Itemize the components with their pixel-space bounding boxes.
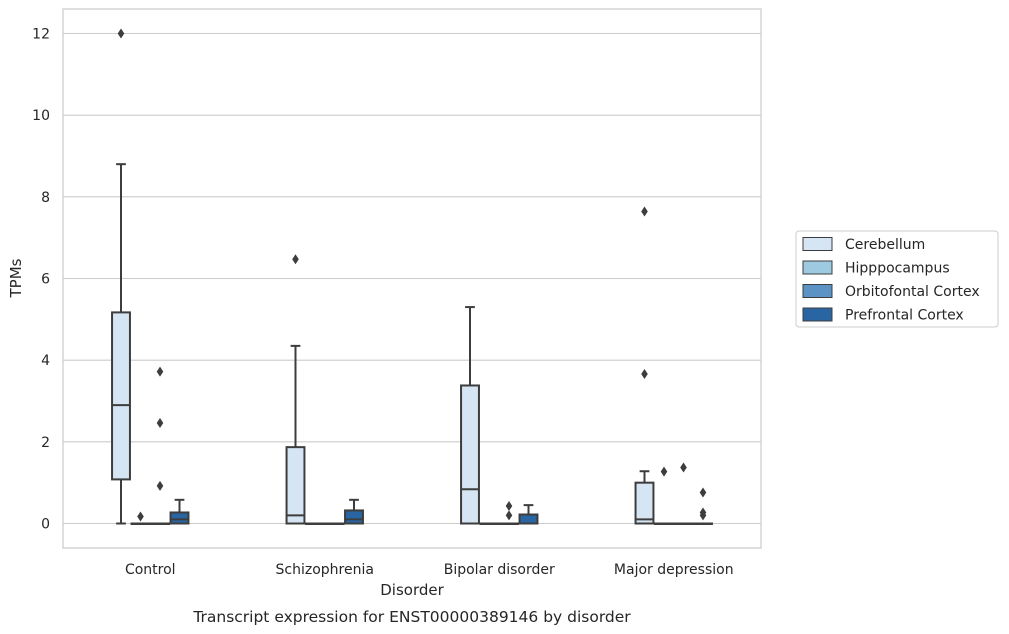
box — [169, 498, 190, 525]
box — [479, 522, 500, 525]
legend-entry: Hipppocampus — [845, 261, 950, 277]
box — [150, 366, 170, 525]
outlier-point — [641, 206, 648, 217]
legend-entry: Orbitofontal Cortex — [845, 284, 980, 300]
legend-swatch — [802, 284, 833, 298]
box-body — [460, 384, 480, 525]
box-body — [285, 446, 306, 525]
outlier-point — [699, 487, 707, 498]
y-tick-label: 0 — [41, 517, 50, 533]
legend-swatch — [802, 260, 833, 275]
x-tick-labels: Control Schizophrenia Bipolar disorder Majo… — [125, 562, 734, 578]
outlier-point — [680, 462, 687, 473]
box — [673, 462, 694, 525]
y-tick-label: 8 — [41, 190, 50, 206]
outlier-point — [641, 369, 648, 380]
box-series — [111, 28, 713, 525]
y-tick-label: 6 — [41, 272, 50, 288]
outlier-point — [156, 418, 164, 429]
y-tick-label: 4 — [41, 353, 50, 369]
box — [634, 206, 655, 525]
box — [285, 254, 306, 525]
box — [344, 498, 364, 525]
x-tick-label: Major depression — [614, 562, 734, 578]
chart-caption: Transcript expression for ENST0000038914… — [192, 608, 631, 626]
outlier-point — [292, 254, 299, 265]
y-tick-label: 2 — [41, 435, 50, 451]
box — [324, 522, 345, 525]
y-grid — [63, 32, 761, 525]
box — [654, 466, 674, 525]
legend-swatch — [802, 307, 833, 322]
box — [111, 28, 131, 525]
box-body — [344, 509, 364, 525]
legend-entry: Cerebellum — [845, 237, 925, 253]
legend: Cerebellum Hipppocampus Orbitofontal Corte… — [795, 230, 999, 328]
box — [518, 504, 539, 525]
legend-entry: Prefrontal Cortex — [845, 308, 964, 324]
x-axis-label: Disorder — [380, 581, 444, 599]
outlier-point — [137, 511, 144, 522]
x-tick-label: Schizophrenia — [276, 562, 374, 578]
outlier-point — [505, 510, 513, 521]
outlier-point — [660, 466, 668, 477]
outlier-point — [117, 28, 125, 39]
y-tick-label: 12 — [32, 27, 50, 43]
x-tick-label: Control — [125, 562, 176, 578]
y-tick-labels: 0 2 4 6 8 10 12 — [32, 27, 50, 533]
x-tick-label: Bipolar disorder — [444, 562, 555, 578]
y-axis-label: TPMs — [7, 258, 25, 298]
box — [499, 500, 519, 525]
box — [460, 306, 480, 525]
box-body — [634, 481, 655, 525]
outlier-point — [156, 480, 164, 491]
legend-swatch — [802, 237, 833, 251]
legend-frame — [795, 230, 999, 328]
box-body — [111, 311, 131, 481]
box-body — [518, 513, 539, 525]
box-body — [169, 511, 190, 525]
box — [305, 522, 325, 525]
outlier-point — [699, 507, 707, 518]
outlier-point — [505, 500, 513, 511]
box — [693, 487, 713, 525]
y-tick-label: 10 — [32, 108, 50, 124]
plot-area-frame — [62, 8, 762, 549]
box — [130, 511, 151, 525]
outlier-point — [156, 366, 164, 377]
